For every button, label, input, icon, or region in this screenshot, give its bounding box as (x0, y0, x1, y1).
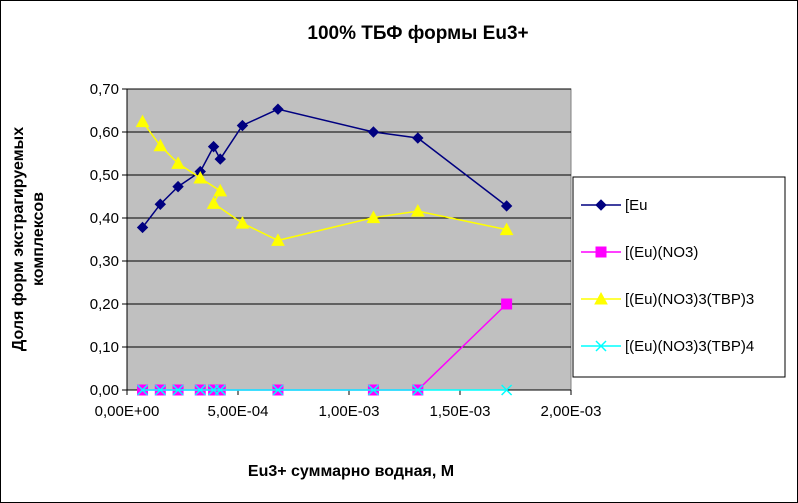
data-point (171, 156, 185, 169)
legend-marker (595, 199, 607, 211)
y-tick-label: 0,40 (90, 210, 119, 227)
data-point (367, 126, 380, 138)
series-1 (136, 103, 513, 234)
legend-entry-2: [(Eu)(NO3) (581, 244, 698, 261)
legend-label: [(Eu)(NO3)3(TBP)4 (625, 338, 754, 355)
legend-label: [Eu (625, 197, 648, 214)
legend-entry-4: [(Eu)(NO3)3(TBP)4 (581, 338, 754, 355)
x-tick-labels: 0,00E+00 5,00E-04 1,00E-03 1,50E-03 2,00E-03 (95, 403, 602, 420)
data-point (206, 196, 221, 209)
x-tick-label: 5,00E-04 (208, 403, 269, 420)
x-tick-label: 0,00E+00 (95, 403, 160, 420)
data-point (214, 384, 226, 396)
data-point (366, 210, 381, 224)
data-point (207, 140, 220, 153)
legend-label: [(Eu)(NO3)3(TBP)3 (625, 291, 754, 308)
y-tick-labels: 0,00 0,10 0,20 0,30 0,40 0,50 0,60 0,70 (90, 81, 119, 399)
data-point (172, 384, 184, 396)
y-axis-label-line-2: комплексов (30, 192, 47, 286)
data-point (154, 198, 167, 210)
data-point (154, 384, 166, 396)
legend-marker (594, 291, 608, 305)
data-point (367, 384, 379, 396)
data-point (193, 170, 208, 184)
data-point (500, 200, 513, 212)
data-point (236, 119, 249, 132)
data-point (272, 103, 284, 115)
series-layer (135, 103, 514, 396)
data-point (272, 384, 284, 396)
data-point (213, 183, 228, 197)
data-point (271, 233, 285, 246)
data-point (214, 153, 226, 165)
y-tick-label: 0,30 (90, 253, 119, 270)
series-3 (135, 114, 514, 246)
data-point (194, 384, 206, 396)
legend-marker (595, 246, 607, 258)
legend: [Eu [(Eu)(NO3) [(Eu)(NO3)3(TBP)3 [(Eu)(NO3)… (581, 197, 754, 355)
y-tick-label: 0,70 (90, 81, 119, 98)
data-point (153, 138, 168, 152)
x-tick-label: 2,00E-03 (541, 403, 602, 420)
legend-marker (595, 340, 607, 352)
legend-box (572, 176, 786, 378)
data-point (137, 384, 149, 396)
y-tick-label: 0,50 (90, 167, 119, 184)
data-point (235, 216, 250, 229)
chart-title: 100% ТБФ формы Eu3+ (307, 23, 528, 44)
y-tick-label: 0,60 (90, 124, 119, 141)
data-point (172, 180, 184, 193)
x-tick-label: 1,50E-03 (430, 403, 491, 420)
data-point (136, 221, 149, 234)
y-axis-label-line-1: Доля форм экстрагируемых (10, 127, 27, 351)
y-tick-label: 0,20 (90, 296, 119, 313)
data-point (501, 384, 513, 396)
data-point (410, 204, 425, 217)
data-point (412, 384, 424, 396)
data-point (412, 132, 424, 144)
legend-entry-3: [(Eu)(NO3)3(TBP)3 (581, 291, 754, 308)
data-point (501, 298, 513, 310)
plot-area (126, 88, 572, 391)
y-tick-label: 0,10 (90, 339, 119, 356)
data-point (499, 222, 514, 236)
legend-entry-1: [Eu (581, 197, 648, 214)
x-axis-label: Eu3+ суммарно водная, М (248, 463, 454, 480)
data-point (135, 114, 150, 128)
x-tick-label: 1,00E-03 (319, 403, 380, 420)
series-4 (137, 384, 513, 396)
legend-label: [(Eu)(NO3) (625, 244, 698, 261)
y-tick-label: 0,00 (90, 382, 119, 399)
